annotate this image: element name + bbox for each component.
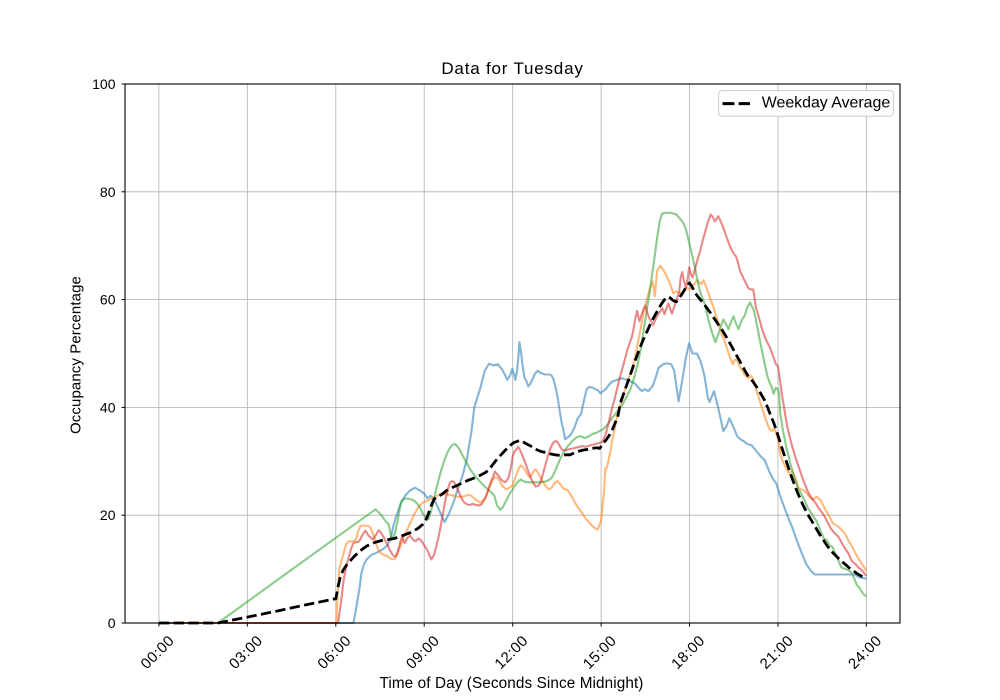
svg-text:Time of Day (Seconds Since Mid: Time of Day (Seconds Since Midnight) [379, 675, 643, 692]
svg-text:20: 20 [100, 507, 116, 523]
svg-text:0: 0 [108, 615, 116, 631]
svg-text:Weekday Average: Weekday Average [762, 95, 891, 112]
svg-text:80: 80 [100, 184, 116, 200]
svg-text:40: 40 [100, 399, 116, 415]
svg-text:100: 100 [92, 76, 116, 92]
svg-text:60: 60 [100, 292, 116, 308]
svg-text:Occupancy Percentage: Occupancy Percentage [68, 276, 85, 434]
svg-text:Data for Tuesday: Data for Tuesday [441, 59, 583, 78]
